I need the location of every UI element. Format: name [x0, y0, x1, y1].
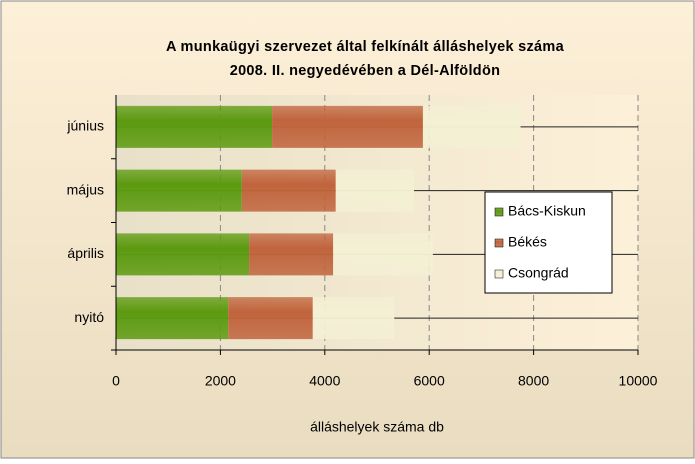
bar — [422, 105, 521, 148]
x-tick-label: 10000 — [619, 373, 658, 389]
chart-title: 2008. II. negyedévében a Dél-Alföldön — [230, 63, 501, 79]
legend-swatch — [494, 207, 504, 217]
legend-label: Bács-Kiskun — [508, 203, 586, 219]
bar — [272, 105, 423, 148]
bar — [241, 169, 336, 212]
x-axis-label: álláshelyek száma db — [310, 419, 444, 435]
legend-label: Békés — [508, 234, 547, 250]
x-tick-label: 8000 — [518, 373, 549, 389]
legend-swatch — [494, 269, 504, 279]
legend-label: Csongrád — [508, 265, 569, 281]
x-tick-label: 4000 — [309, 373, 340, 389]
y-tick-label: május — [67, 181, 104, 197]
bar — [116, 297, 229, 340]
bar — [116, 233, 250, 276]
bar — [228, 297, 313, 340]
legend-swatch — [494, 238, 504, 248]
x-tick-label: 6000 — [414, 373, 445, 389]
x-tick-label: 2000 — [205, 373, 236, 389]
bar — [312, 297, 395, 340]
x-tick-label: 0 — [112, 373, 120, 389]
y-tick-label: június — [66, 118, 104, 134]
chart-title: A munkaügyi szervezet által felkínált ál… — [166, 39, 565, 55]
bar — [116, 169, 242, 212]
y-tick-label: nyitó — [74, 309, 104, 325]
y-tick-label: április — [67, 245, 104, 261]
bar — [335, 169, 415, 212]
bar — [333, 233, 433, 276]
bar — [249, 233, 334, 276]
legend-box — [484, 191, 613, 294]
bar — [116, 105, 273, 148]
